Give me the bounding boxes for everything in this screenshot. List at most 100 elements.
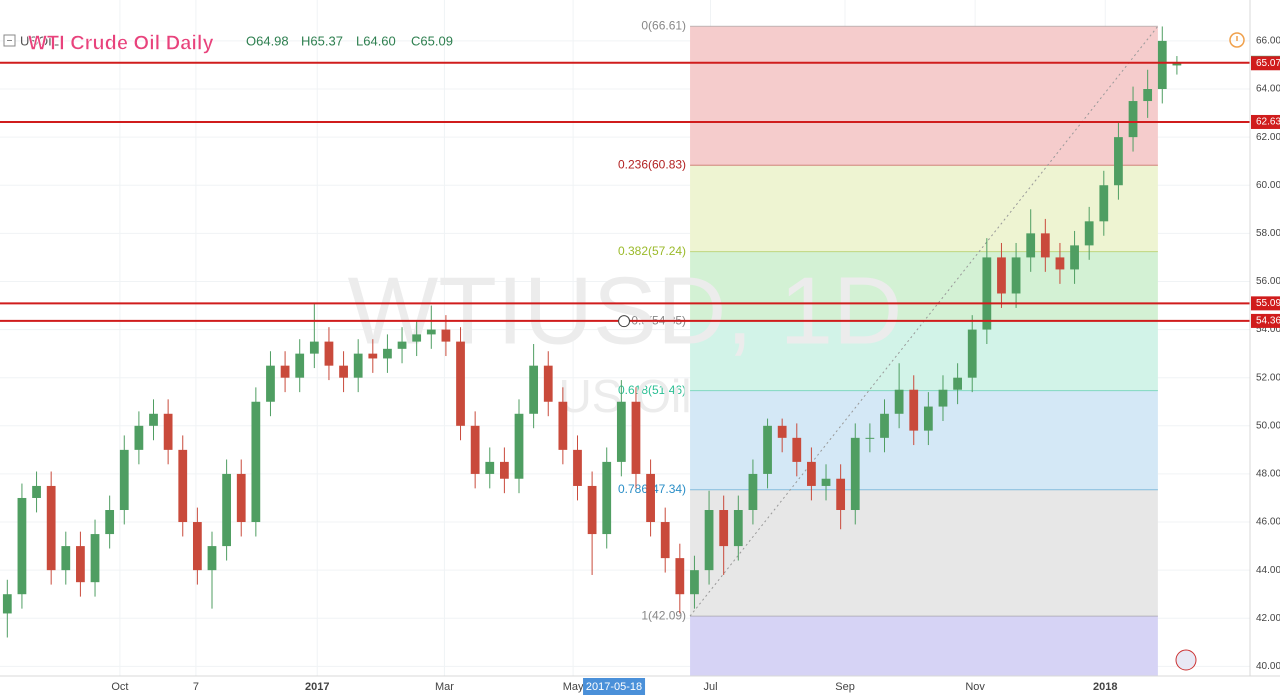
price-tag-label: 62.63 — [1256, 117, 1280, 128]
fib-label: 0(66.61) — [641, 18, 686, 32]
ohlc-header: O64.98 H65.37 L64.60 C65.09 — [246, 33, 453, 48]
candle-body — [1143, 89, 1153, 102]
y-tick-label: 52.00 — [1256, 372, 1280, 383]
candle-body — [178, 449, 188, 523]
fib-label: 0.618(51.46) — [618, 383, 686, 397]
candle-body — [61, 546, 71, 571]
ohlc-value: O64.98 — [246, 33, 289, 48]
price-tag — [1251, 296, 1280, 311]
y-tick-label: 66.00 — [1256, 36, 1280, 47]
candle-body — [485, 461, 495, 474]
price-tag-label: 65.07 — [1256, 58, 1280, 69]
candle-body — [982, 257, 992, 330]
candle-body — [76, 546, 85, 583]
candle-body — [1040, 233, 1050, 258]
candle-body — [1172, 62, 1182, 66]
candle-body — [500, 461, 509, 479]
x-tick-label: 2017 — [305, 681, 329, 693]
x-tick-label: Sep — [835, 681, 855, 693]
candle-body — [1114, 137, 1123, 186]
fib-band — [690, 26, 1158, 166]
fib-handle — [618, 315, 631, 328]
candle-body — [90, 534, 100, 583]
candle-body — [441, 329, 451, 342]
candle-body — [295, 353, 305, 378]
candle-body — [470, 425, 480, 474]
candle-body — [997, 257, 1006, 294]
candle-body — [456, 341, 465, 426]
y-tick-label: 54.00 — [1256, 324, 1280, 335]
candle-body — [1157, 40, 1167, 90]
candle-body — [646, 473, 655, 523]
candle-body — [850, 437, 860, 511]
candle-body — [134, 425, 144, 450]
candle-body — [32, 485, 41, 498]
flag-icon[interactable] — [1175, 649, 1197, 671]
candle-body — [923, 406, 933, 431]
y-tick-label: 58.00 — [1256, 228, 1280, 239]
ohlc-value: H65.37 — [301, 33, 343, 48]
fib-band — [690, 165, 1158, 252]
overlay — [0, 61, 1250, 328]
candle-body — [46, 485, 56, 571]
candle-body — [222, 473, 231, 547]
candle-body — [777, 425, 787, 438]
candle-body — [105, 510, 115, 535]
candle-body — [1084, 221, 1094, 246]
candle-body — [1070, 245, 1079, 270]
y-tick-label: 44.00 — [1256, 565, 1280, 576]
candle-body — [807, 461, 816, 486]
y-tick-label: 40.00 — [1256, 661, 1280, 672]
cursor-x-tag — [583, 678, 646, 695]
candle-body — [309, 341, 319, 354]
candle-body — [426, 329, 436, 335]
candle-body — [1055, 257, 1065, 270]
symbol: USOIL — [20, 33, 59, 48]
x-tick-label: Jul — [703, 681, 717, 693]
candle-body — [953, 377, 962, 390]
y-tick-label: 50.00 — [1256, 420, 1280, 431]
candle-body — [163, 413, 173, 450]
candle-body — [2, 594, 12, 614]
watermark: WTIUSD, 1D — [348, 257, 903, 364]
candle-body — [719, 510, 729, 547]
candle-body — [894, 389, 904, 414]
candle-body — [865, 437, 875, 439]
price-tag-label: 54.36 — [1256, 316, 1280, 327]
ohlc-value: C65.09 — [411, 33, 453, 48]
candle-body — [1128, 101, 1138, 138]
fib-band — [690, 616, 1158, 676]
y-tick-label: 46.00 — [1256, 517, 1280, 528]
y-tick-label: 60.00 — [1256, 180, 1280, 191]
candle-body — [573, 449, 582, 486]
price-tag — [1251, 313, 1280, 328]
candle-body — [149, 413, 158, 426]
candle-body — [763, 425, 772, 474]
candle-body — [602, 461, 612, 535]
candle-body — [353, 353, 363, 378]
candle-body — [792, 437, 802, 462]
fib-band — [690, 390, 1158, 490]
candle-body — [383, 348, 392, 359]
fib-band — [690, 251, 1158, 322]
candle-body — [660, 522, 670, 559]
fib-label: 0.236(60.83) — [618, 157, 686, 171]
price-tag — [1251, 56, 1280, 71]
candle-body — [236, 473, 246, 523]
candle-body — [690, 570, 699, 595]
candle-body — [1099, 185, 1109, 222]
candle-body — [938, 389, 948, 407]
y-tick-label: 56.00 — [1256, 276, 1280, 287]
candle-body — [733, 510, 743, 547]
price-tag — [1251, 114, 1280, 129]
x-tick-label: Mar — [435, 681, 454, 693]
y-tick-label: 42.00 — [1256, 613, 1280, 624]
alert-icon[interactable] — [1229, 32, 1245, 48]
candle-body — [514, 413, 524, 479]
candle-body — [266, 365, 275, 402]
candle-body — [880, 413, 889, 438]
candle-body — [967, 329, 977, 378]
x-tick-label: 2018 — [1093, 681, 1117, 693]
y-tick-label: 64.00 — [1256, 84, 1280, 95]
